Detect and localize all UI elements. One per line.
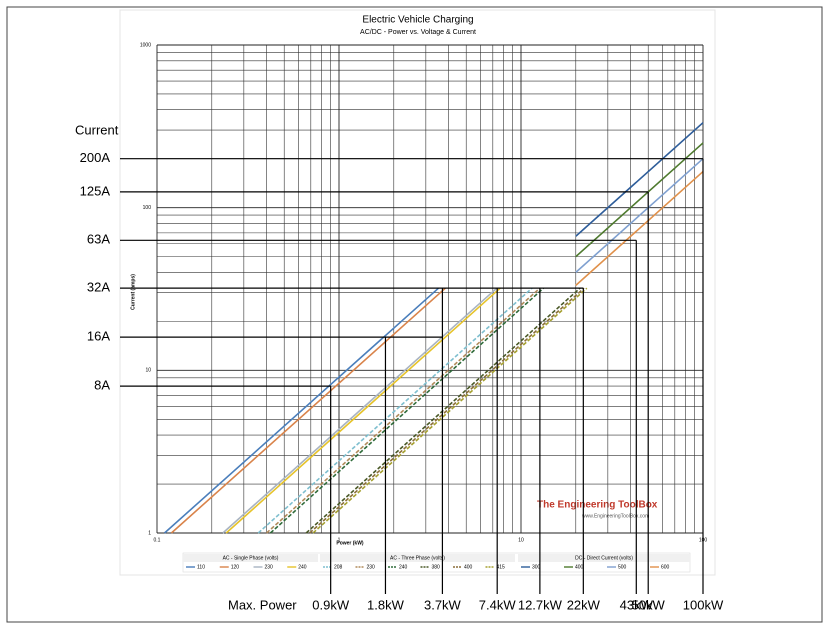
- legend-label: 120: [231, 564, 240, 570]
- y-tick-label: 10: [145, 368, 151, 374]
- x-tick-label: 0.1: [154, 537, 161, 543]
- power-marker-label: 50kW: [632, 597, 666, 612]
- x-axis-title: Power (kW): [336, 540, 364, 546]
- legend-group-title: AC - Single Phase (volts): [223, 555, 279, 561]
- power-marker-label: 100kW: [683, 597, 724, 612]
- x-tick-label: 1: [338, 537, 341, 543]
- y-axis-title: Current (amps): [130, 274, 136, 310]
- legend-group-title: DC - Direct Current (volts): [575, 555, 633, 561]
- legend-group-box: [518, 554, 690, 562]
- legend-label: 415: [497, 564, 506, 570]
- y-tick-label: 100: [143, 205, 152, 211]
- power-marker-label: 43kW: [620, 597, 654, 612]
- current-marker-label: 16A: [87, 329, 110, 344]
- legend-label: 240: [298, 564, 307, 570]
- legend-group-box: [183, 554, 318, 562]
- series-line: [575, 158, 704, 273]
- power-marker-label: 22kW: [567, 597, 601, 612]
- current-marker-label: 63A: [87, 232, 110, 247]
- power-marker-label: 0.9kW: [312, 597, 350, 612]
- power-marker-label: 3.7kW: [424, 597, 462, 612]
- series-line: [575, 122, 704, 237]
- chart-subtitle: AC/DC - Power vs. Voltage & Current: [360, 29, 476, 36]
- watermark: The Engineering ToolBox: [537, 500, 658, 511]
- legend-label: 500: [618, 564, 627, 570]
- legend-label: 380: [432, 564, 441, 570]
- series-line: [575, 170, 704, 286]
- y-tick-label: 1: [148, 530, 151, 536]
- current-marker-label: 32A: [87, 280, 110, 295]
- legend-label: 110: [197, 564, 205, 570]
- series-line: [225, 287, 501, 534]
- legend-group-box: [320, 554, 515, 562]
- power-marker-label: 1.8kW: [367, 597, 405, 612]
- current-marker-label: 125A: [80, 183, 111, 198]
- legend-label: 230: [367, 564, 376, 570]
- series-line: [312, 287, 588, 534]
- series-line: [266, 287, 541, 534]
- power-heading: Max. Power: [228, 597, 297, 612]
- series-line: [222, 287, 498, 534]
- series-line: [257, 287, 533, 534]
- watermark-url: www.EngineeringToolBox.com: [582, 513, 649, 519]
- power-marker-label: 7.4kW: [479, 597, 517, 612]
- series-line: [305, 287, 581, 534]
- series-line: [269, 287, 545, 534]
- current-marker-label: 200A: [80, 150, 111, 165]
- power-marker-label: 12.7kW: [518, 597, 563, 612]
- legend-label: 400: [464, 564, 473, 570]
- current-heading: Current: [75, 122, 119, 137]
- legend-label: 400: [575, 564, 584, 570]
- chart-title: Electric Vehicle Charging: [362, 15, 473, 26]
- current-marker-label: 8A: [94, 378, 110, 393]
- legend-label: 208: [334, 564, 343, 570]
- x-tick-label: 10: [518, 537, 524, 543]
- series-line: [170, 287, 446, 534]
- series-line: [575, 142, 704, 258]
- y-tick-label: 1000: [140, 42, 151, 48]
- legend-label: 230: [265, 564, 274, 570]
- series-line: [309, 287, 585, 534]
- legend-group-title: AC - Three Phase (volts): [390, 555, 445, 561]
- legend-label: 600: [661, 564, 670, 570]
- series-line: [163, 287, 440, 534]
- legend-label: 240: [399, 564, 408, 570]
- legend-label: 300: [532, 564, 541, 570]
